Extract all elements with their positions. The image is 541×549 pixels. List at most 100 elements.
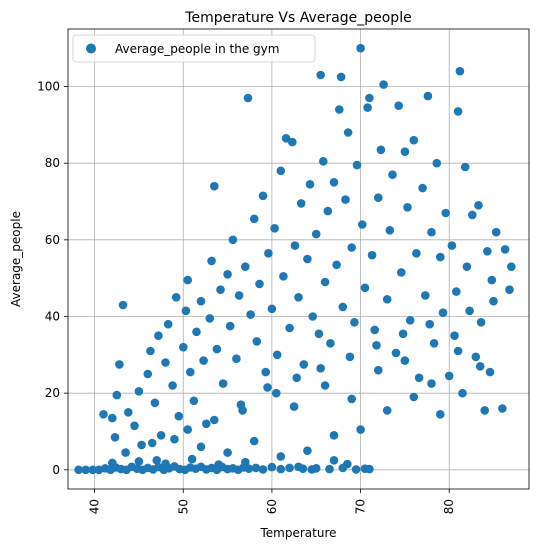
data-point <box>398 329 408 339</box>
data-point <box>450 331 459 341</box>
data-point <box>249 436 259 446</box>
data-point <box>351 465 361 474</box>
data-point <box>335 105 344 114</box>
data-point <box>379 80 388 89</box>
data-point <box>232 354 241 364</box>
data-point <box>453 346 463 356</box>
data-point <box>137 440 146 450</box>
data-point <box>130 421 139 431</box>
data-point <box>170 434 179 444</box>
data-point <box>363 103 372 112</box>
data-point <box>251 463 261 473</box>
data-point <box>216 285 225 295</box>
data-point <box>487 275 497 285</box>
data-point <box>150 398 160 408</box>
data-point <box>305 180 315 189</box>
data-point <box>207 256 216 266</box>
data-point <box>347 394 357 404</box>
data-point <box>108 458 117 468</box>
data-point <box>409 392 419 402</box>
data-point <box>196 442 206 452</box>
data-point <box>489 296 498 306</box>
data-point <box>421 291 430 300</box>
data-point <box>74 465 83 475</box>
data-point <box>285 463 294 473</box>
data-point <box>316 364 326 373</box>
legend: Average_people in the gym <box>72 34 316 63</box>
data-point <box>199 356 208 365</box>
data-point <box>319 157 328 166</box>
y-tick-label: 60 <box>45 233 60 247</box>
data-point <box>427 227 436 237</box>
x-tick-label: 60 <box>265 499 279 514</box>
data-point <box>376 145 386 155</box>
data-point <box>372 341 381 350</box>
data-point <box>427 379 436 388</box>
data-point <box>423 91 433 101</box>
data-point <box>143 369 153 379</box>
data-point <box>394 101 404 110</box>
y-tick-label: 80 <box>45 156 60 170</box>
data-point <box>181 306 191 316</box>
data-point <box>252 337 262 346</box>
data-point <box>382 406 392 415</box>
x-axis-label: Temperature <box>259 526 336 540</box>
data-point <box>311 229 321 239</box>
data-point <box>388 170 397 179</box>
data-point <box>183 425 192 434</box>
plot-frame <box>67 28 530 490</box>
data-point <box>444 371 454 381</box>
data-point <box>163 319 173 329</box>
data-point <box>358 220 367 229</box>
data-point <box>294 462 303 472</box>
data-point <box>88 465 98 475</box>
data-point <box>289 402 299 411</box>
chart-title: Temperature Vs Average_people <box>184 10 411 26</box>
data-point <box>249 214 259 224</box>
data-point <box>474 201 483 210</box>
data-point <box>263 383 272 392</box>
x-axis-ticks: 40 50 60 70 80 <box>88 489 456 514</box>
data-point <box>341 195 350 204</box>
data-point <box>218 379 228 388</box>
data-point <box>465 306 474 316</box>
data-point <box>115 360 124 369</box>
data-point <box>303 446 312 456</box>
data-point <box>258 465 268 474</box>
data-point <box>391 348 401 358</box>
data-point <box>320 381 330 390</box>
data-point <box>475 362 485 371</box>
data-point <box>267 304 277 314</box>
data-point <box>174 411 184 421</box>
data-point <box>147 438 157 448</box>
data-point <box>205 314 215 323</box>
data-point <box>314 329 324 339</box>
data-point <box>134 457 144 466</box>
data-point <box>323 206 333 216</box>
data-point <box>345 352 355 362</box>
data-point <box>279 272 288 281</box>
data-point <box>267 462 277 472</box>
data-point <box>255 279 264 289</box>
data-point <box>397 268 406 277</box>
data-point <box>202 419 211 429</box>
data-point <box>187 454 197 464</box>
data-point <box>480 406 490 415</box>
y-axis-ticks: 0 20 40 60 80 100 <box>37 80 68 477</box>
data-point <box>272 350 282 360</box>
data-point <box>241 457 250 467</box>
data-point <box>507 262 516 272</box>
data-point <box>447 241 457 250</box>
data-point <box>412 249 421 258</box>
data-point <box>329 178 339 187</box>
data-point <box>246 310 255 319</box>
grid-lines <box>68 29 529 489</box>
data-point <box>179 342 188 352</box>
data-point <box>455 66 465 76</box>
data-point <box>261 367 271 377</box>
data-point <box>189 396 199 406</box>
legend-box <box>72 34 316 63</box>
data-point <box>403 203 412 212</box>
data-point <box>214 460 223 469</box>
